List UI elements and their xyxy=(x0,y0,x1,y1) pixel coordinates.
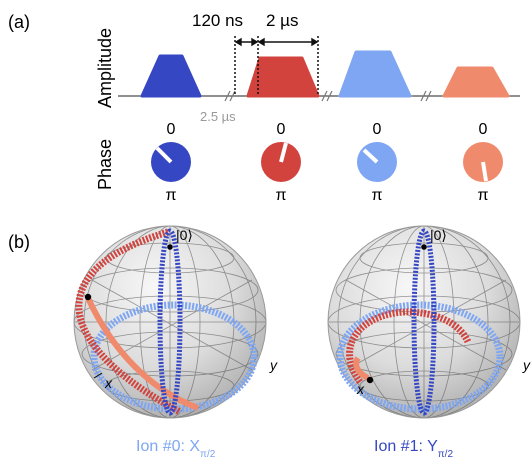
state-point-north xyxy=(167,244,173,250)
trajectory-orange xyxy=(85,296,200,411)
phase-zero-label: 0 xyxy=(167,121,176,138)
caption-main: Ion #0: X xyxy=(136,438,200,455)
phase-pi-label: π xyxy=(477,187,488,204)
phase-dial-3: 0 π xyxy=(357,121,397,204)
phase-zero-label: 0 xyxy=(277,121,286,138)
y-axis-label: y xyxy=(522,357,531,373)
phase-dial-1: 0 π xyxy=(151,121,191,204)
ket-zero-label: |0⟩ xyxy=(176,227,193,243)
amplitude-axis-label: Amplitude xyxy=(95,28,115,108)
caption-subscript: π/2 xyxy=(200,449,216,460)
axis-break-marks xyxy=(224,90,432,102)
x-axis-marker xyxy=(93,372,103,379)
y-axis-label: y xyxy=(269,357,278,373)
phase-tick xyxy=(362,148,379,164)
trajectory-light-blue xyxy=(336,301,504,413)
phase-zero-label: 0 xyxy=(479,121,488,138)
bloch-sphere-1: |0⟩ x y Ion #0: Xπ/2 xyxy=(73,225,278,460)
phase-dial-4: 0 π xyxy=(463,121,503,204)
trajectory-dark-blue xyxy=(411,228,437,416)
caption-ion-1: Ion #1: Yπ/2 xyxy=(374,438,453,460)
phase-dial-2: 0 π xyxy=(261,121,301,204)
ket-zero-label: |0⟩ xyxy=(430,227,447,243)
caption-ion-0: Ion #0: Xπ/2 xyxy=(136,438,216,460)
gap-time-label: 2.5 µs xyxy=(200,109,236,124)
timing-arrows xyxy=(234,37,319,47)
trajectory-red xyxy=(75,228,182,416)
phase-tick xyxy=(155,146,173,164)
sphere-outline xyxy=(327,225,521,419)
pulse-3 xyxy=(338,50,412,98)
phase-axis-label: Phase xyxy=(95,139,115,190)
phase-tick xyxy=(481,161,488,182)
sphere-outline xyxy=(73,225,267,419)
pulse-1 xyxy=(140,54,202,98)
phase-pi-label: π xyxy=(165,187,176,204)
trajectory-red xyxy=(346,308,472,385)
caption-subscript: π/2 xyxy=(438,449,454,460)
pulse-4 xyxy=(442,66,510,98)
panel-a-label: (a) xyxy=(8,12,30,32)
state-point-final xyxy=(84,293,92,301)
state-point-final xyxy=(366,376,374,384)
bloch-sphere-2: |0⟩ x y Ion #1: Yπ/2 xyxy=(327,225,531,460)
phase-zero-label: 0 xyxy=(373,121,382,138)
timing-guides xyxy=(234,36,319,96)
pulse-2 xyxy=(246,56,320,98)
panel-b-label: (b) xyxy=(8,232,30,252)
phase-pi-label: π xyxy=(275,187,286,204)
pulse-duration-label: 2 µs xyxy=(266,11,298,30)
ramp-time-label: 120 ns xyxy=(192,11,243,30)
x-axis-label: x xyxy=(356,381,365,397)
trajectory-light-blue xyxy=(90,301,258,413)
x-axis-label: x xyxy=(104,375,113,391)
phase-tick xyxy=(279,142,288,163)
phase-pi-label: π xyxy=(371,187,382,204)
caption-main: Ion #1: Y xyxy=(374,438,438,455)
state-point-north xyxy=(421,244,427,250)
trajectory-orange xyxy=(353,356,370,381)
trajectory-dark-blue xyxy=(157,228,183,416)
